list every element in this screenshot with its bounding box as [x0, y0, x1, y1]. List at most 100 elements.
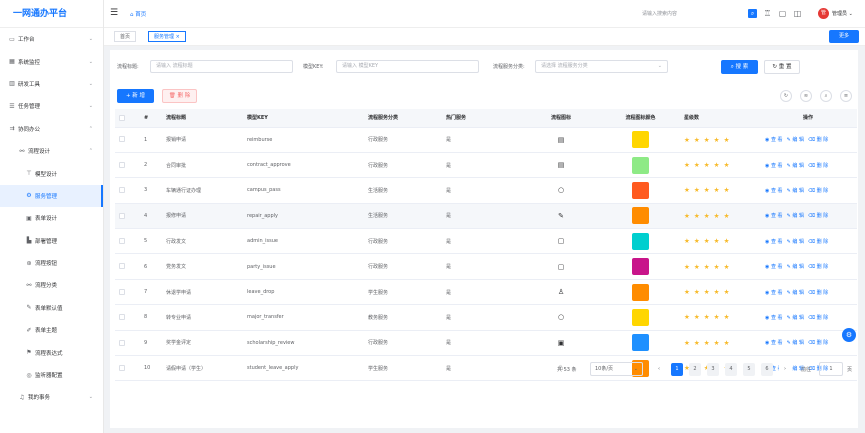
- prev-page-button[interactable]: ‹: [653, 363, 665, 376]
- sidebar-item-flow-design[interactable]: ⚯ 流程设计 ⌃: [19, 147, 93, 156]
- refresh-icon[interactable]: ↻: [780, 90, 792, 102]
- sidebar-item-deploy[interactable]: ▙ 部署管理: [26, 237, 58, 245]
- delete-row-button[interactable]: ⌫ 删 除: [807, 264, 829, 271]
- sidebar-item-my-affairs[interactable]: ♫ 我的事务 ⌄: [19, 393, 93, 402]
- table-row[interactable]: 4 报修申请 repair_apply 生活服务是 ✎ ★ ★ ★ ★ ★ ◉ 查 看 ✎ 编…: [115, 203, 857, 230]
- page-size-select[interactable]: 10条/页 ⌄: [590, 362, 643, 376]
- row-checkbox[interactable]: [119, 263, 125, 270]
- sidebar-item-tasks[interactable]: ☰ 任务管理 ⌄: [9, 102, 93, 111]
- next-page-button[interactable]: ›: [779, 363, 791, 376]
- sidebar-item-monitor[interactable]: ▦ 系统监控 ⌄: [9, 58, 93, 66]
- edit-button[interactable]: ✎ 编 辑: [786, 213, 804, 220]
- view-button[interactable]: ◉ 查 看: [765, 238, 783, 245]
- delete-row-button[interactable]: ⌫ 删 除: [807, 162, 829, 169]
- edit-button[interactable]: ✎ 编 辑: [786, 137, 804, 144]
- view-button[interactable]: ◉ 查 看: [765, 213, 783, 220]
- jump-input[interactable]: 1: [819, 362, 843, 376]
- sidebar-item-model-design[interactable]: ⊤ 模型设计: [26, 170, 58, 178]
- layout-icon[interactable]: ◫: [793, 9, 802, 18]
- search-input[interactable]: 请输入搜索内容: [642, 11, 678, 17]
- tab-home[interactable]: 首页: [114, 31, 137, 42]
- sidebar-item-flow-buttons[interactable]: ⊛ 流程按钮: [26, 259, 58, 268]
- breadcrumb[interactable]: ⌂ 首页: [130, 12, 147, 18]
- row-checkbox[interactable]: [119, 364, 125, 371]
- page-6-button[interactable]: 6: [761, 363, 773, 376]
- delete-row-button[interactable]: ⌫ 删 除: [807, 314, 829, 321]
- edit-button[interactable]: ✎ 编 辑: [786, 314, 804, 321]
- table-row[interactable]: 9 奖学金评定 scholarship_review 行政服务是 ▣ ★ ★ ★ ★ ★ ◉…: [115, 330, 857, 357]
- add-button[interactable]: + 新 增: [117, 89, 154, 103]
- table-row[interactable]: 6 党务发文 party_issue 行政服务是 ▢ ★ ★ ★ ★ ★ ◉ 查 看 ✎ 编 …: [115, 253, 857, 280]
- edit-button[interactable]: ✎ 编 辑: [786, 238, 804, 245]
- sidebar-item-devtools[interactable]: ▥ 研发工具 ⌄: [9, 80, 93, 88]
- edit-button[interactable]: ✎ 编 辑: [786, 162, 804, 169]
- fullscreen-icon[interactable]: ▢: [778, 9, 787, 18]
- delete-button[interactable]: 🗑 删 除: [162, 89, 197, 103]
- table-row[interactable]: 8 转专业申请 major_transfer 教务服务是 ○ ★ ★ ★ ★ ★ ◉ 查 看…: [115, 304, 857, 331]
- page-4-button[interactable]: 4: [725, 363, 737, 376]
- menu-toggle-icon[interactable]: ☰: [110, 8, 119, 18]
- edit-button[interactable]: ✎ 编 辑: [786, 289, 804, 296]
- sidebar-item-form-design[interactable]: ▣ 表单设计: [26, 214, 58, 223]
- settings-float-icon[interactable]: ⚙: [842, 328, 856, 342]
- delete-row-button[interactable]: ⌫ 删 除: [807, 238, 829, 245]
- delete-row-button[interactable]: ⌫ 删 除: [807, 137, 829, 144]
- edit-button[interactable]: ✎ 编 辑: [786, 264, 804, 271]
- tshirt-icon[interactable]: ♖: [763, 9, 772, 18]
- search-button[interactable]: ⌕ 搜 索: [721, 60, 758, 74]
- view-button[interactable]: ◉ 查 看: [765, 289, 783, 296]
- search-icon[interactable]: ⌕: [748, 9, 757, 18]
- columns-icon[interactable]: ≋: [800, 90, 812, 102]
- title-search-input[interactable]: 请输入 流程标题: [150, 60, 293, 73]
- sidebar-item-workbench[interactable]: ▭ 工作台 ⌄: [9, 35, 93, 44]
- view-button[interactable]: ◉ 查 看: [765, 314, 783, 321]
- row-checkbox[interactable]: [119, 238, 125, 244]
- category-select[interactable]: 请选择 流程服务分类 ⌄: [535, 60, 668, 73]
- row-checkbox[interactable]: [119, 212, 125, 219]
- search-toggle-icon[interactable]: ⌕: [820, 90, 832, 102]
- view-button[interactable]: ◉ 查 看: [765, 340, 783, 347]
- delete-row-button[interactable]: ⌫ 删 除: [807, 340, 829, 347]
- sidebar-item-collab[interactable]: ⇉ 协同办公 ⌃: [9, 125, 93, 133]
- reset-button[interactable]: ↻ 重 置: [764, 60, 800, 74]
- row-checkbox[interactable]: [119, 314, 125, 321]
- delete-row-button[interactable]: ⌫ 删 除: [807, 289, 829, 296]
- edit-button[interactable]: ✎ 编 辑: [786, 187, 804, 194]
- select-all-checkbox[interactable]: [119, 114, 125, 121]
- sidebar-item-service-manage[interactable]: ⚙ 服务管理: [0, 184, 103, 208]
- row-checkbox[interactable]: [119, 187, 125, 194]
- table-row[interactable]: 5 行政发文 admin_issue 行政服务是 ▢ ★ ★ ★ ★ ★ ◉ 查 看 ✎ 编 …: [115, 228, 857, 255]
- more-button[interactable]: 更多: [829, 30, 859, 43]
- tab-service-manage[interactable]: 服务管理 ×: [148, 31, 186, 42]
- user-name[interactable]: 管理员 ⌄: [832, 11, 853, 17]
- sidebar-item-form-default[interactable]: ✎ 表单默认值: [26, 304, 63, 312]
- view-button[interactable]: ◉ 查 看: [765, 264, 783, 271]
- table-row[interactable]: 3 车辆通行证办理 campus_pass 生活服务是 ○ ★ ★ ★ ★ ★ ◉ 查 看 ✎…: [115, 177, 857, 204]
- table-row[interactable]: 7 休退学申请 leave_drop 学生服务是 ♙ ★ ★ ★ ★ ★ ◉ 查 看 ✎ 编 …: [115, 279, 857, 306]
- view-button[interactable]: ◉ 查 看: [765, 162, 783, 169]
- sidebar-item-flow-expression[interactable]: ⚑ 流程表达式: [26, 349, 63, 357]
- avatar[interactable]: 管: [818, 8, 829, 19]
- sidebar-item-flow-category[interactable]: ⚯ 流程分类: [26, 281, 58, 290]
- page-3-button[interactable]: 3: [707, 363, 719, 376]
- page-2-button[interactable]: 2: [689, 363, 701, 376]
- row-checkbox[interactable]: [119, 339, 125, 346]
- sidebar-item-form-theme[interactable]: ✐ 表单主题: [26, 326, 58, 335]
- menu-icon[interactable]: ≡: [840, 90, 852, 102]
- key-search-input[interactable]: 请输入 模型KEY: [336, 60, 479, 73]
- view-button[interactable]: ◉ 查 看: [765, 187, 783, 194]
- sidebar-item-listener[interactable]: ◎ 监听器配置: [26, 371, 63, 380]
- page-5-button[interactable]: 5: [743, 363, 755, 376]
- delete-row-button[interactable]: ⌫ 删 除: [807, 213, 829, 220]
- row-checkbox[interactable]: [119, 288, 125, 295]
- view-button[interactable]: ◉ 查 看: [765, 137, 783, 144]
- delete-row-button[interactable]: ⌫ 删 除: [807, 187, 829, 194]
- edit-button[interactable]: ✎ 编 辑: [786, 340, 804, 347]
- row-checkbox[interactable]: [119, 161, 125, 168]
- row-checkbox[interactable]: [119, 136, 125, 143]
- table-row[interactable]: 2 合同审批 contract_approve 行政服务是 ▤ ★ ★ ★ ★ ★ ◉ 查 …: [115, 152, 857, 179]
- table-row[interactable]: 1 报销申请 reimburse 行政服务是 ▤ ★ ★ ★ ★ ★ ◉ 查 看 ✎ 编 辑 ⌫…: [115, 127, 857, 153]
- page-1-button[interactable]: 1: [671, 363, 683, 376]
- delete-row-button[interactable]: ⌫ 删 除: [807, 365, 829, 372]
